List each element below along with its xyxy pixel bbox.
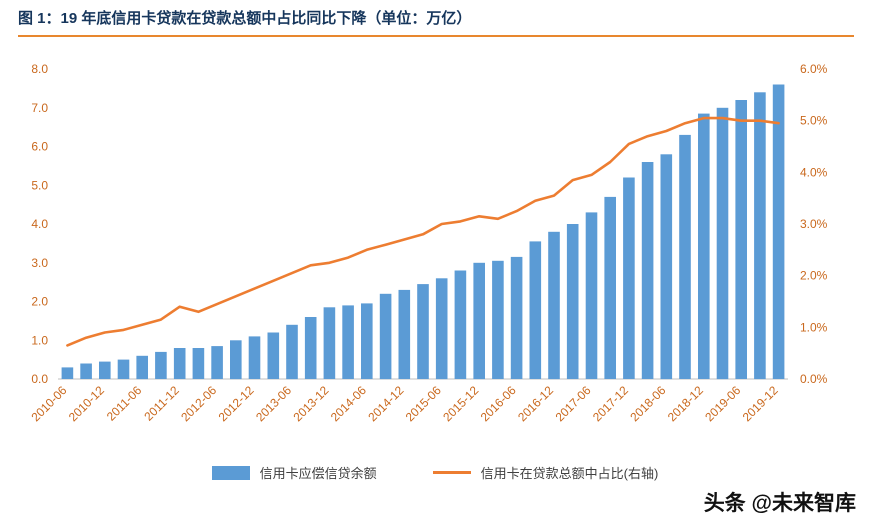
bar — [155, 351, 167, 379]
x-axis-tick: 2018-12 — [665, 383, 706, 424]
legend-item-balance: 信用卡应偿信贷余额 — [211, 463, 377, 482]
bar — [754, 92, 766, 380]
bar — [230, 340, 242, 380]
legend-item-ratio: 信用卡在贷款总额中占比(右轴) — [432, 463, 659, 482]
bar — [323, 307, 336, 379]
x-axis-tick: 2014-12 — [365, 383, 406, 424]
bar — [698, 113, 710, 379]
bar — [173, 348, 186, 379]
bar — [248, 336, 261, 379]
bar — [716, 107, 729, 380]
bar — [99, 361, 111, 379]
left-axis-tick: 6.0 — [31, 140, 48, 154]
bar — [417, 284, 429, 379]
bar — [286, 324, 298, 380]
x-axis-tick: 2018-06 — [627, 383, 668, 424]
bar — [566, 224, 579, 379]
x-axis-tick: 2011-12 — [141, 383, 182, 424]
left-axis-tick: 8.0 — [31, 62, 48, 76]
bar — [492, 260, 504, 379]
x-axis-tick: 2015-12 — [440, 383, 481, 424]
bar — [435, 278, 448, 380]
bar — [304, 317, 317, 379]
bar — [660, 154, 673, 380]
line-series-swatch — [432, 471, 471, 474]
bar — [473, 262, 485, 380]
right-axis-tick: 6.0% — [800, 62, 828, 76]
left-axis-tick: 3.0 — [31, 256, 48, 270]
bar — [398, 289, 411, 379]
x-axis-tick: 2017-12 — [590, 383, 631, 424]
left-axis-tick: 0.0 — [31, 372, 48, 386]
bar — [211, 346, 223, 379]
chart-legend: 信用卡应偿信贷余额 信用卡在贷款总额中占比(右轴) — [0, 463, 870, 482]
bar — [117, 359, 130, 379]
combo-chart: 0.0 1.0 2.0 3.0 4.0 5.0 6.0 7.0 8.0 0.0% 1.0% 2.0% 3… — [28, 62, 828, 424]
bar — [510, 256, 523, 379]
bar — [379, 293, 392, 380]
bar — [61, 367, 74, 379]
ratio-line — [66, 116, 780, 347]
bar — [342, 305, 354, 379]
left-axis-tick: 1.0 — [31, 333, 48, 347]
right-axis-tick: 2.0% — [800, 269, 828, 283]
x-axis-tick: 2014-06 — [328, 383, 369, 424]
bar — [192, 348, 205, 379]
x-axis-tick: 2016-06 — [478, 383, 519, 424]
right-axis-tick: 1.0% — [800, 320, 828, 334]
bar — [548, 231, 560, 380]
left-axis-tick: 5.0 — [31, 178, 48, 192]
legend-label-balance: 信用卡应偿信贷余额 — [259, 466, 377, 481]
x-axis-tick: 2015-06 — [403, 383, 444, 424]
x-axis-tick: 2016-12 — [515, 383, 556, 424]
bar — [679, 134, 691, 379]
chart-title: 图 1：19 年底信用卡贷款在贷款总额中占比同比下降（单位：万亿） — [18, 10, 472, 27]
x-axis-tick: 2010-06 — [28, 383, 69, 424]
bar — [529, 241, 542, 379]
bar — [735, 100, 747, 379]
x-axis-tick: 2013-12 — [290, 383, 331, 424]
title-divider — [18, 35, 854, 37]
x-axis-tick: 2012-12 — [216, 383, 257, 424]
x-axis-tick: 2012-06 — [178, 383, 219, 424]
bar — [80, 363, 92, 379]
x-axis-tick: 2013-06 — [253, 383, 294, 424]
left-axis-tick: 7.0 — [31, 101, 48, 115]
x-axis-tick: 2019-12 — [740, 383, 781, 424]
legend-label-ratio: 信用卡在贷款总额中占比(右轴) — [480, 466, 659, 481]
bar — [585, 212, 598, 379]
bar — [136, 355, 148, 380]
x-axis-tick: 2017-06 — [553, 383, 594, 424]
x-axis-tick: 2010-12 — [66, 383, 107, 424]
bar — [604, 196, 616, 379]
bar — [641, 162, 654, 379]
bar-series-swatch — [211, 465, 250, 480]
right-axis-tick: 4.0% — [800, 165, 828, 179]
watermark: 头条 @未来智库 — [703, 492, 856, 515]
x-axis-tick: 2019-06 — [702, 383, 743, 424]
right-axis-tick: 5.0% — [800, 114, 828, 128]
left-axis-tick: 2.0 — [31, 295, 48, 309]
bar — [772, 84, 785, 379]
bar — [454, 270, 467, 379]
left-axis-tick: 4.0 — [31, 217, 48, 231]
bar — [623, 177, 635, 379]
bar — [267, 332, 280, 379]
bar — [361, 303, 373, 379]
x-axis-tick: 2011-06 — [104, 383, 145, 424]
right-axis-tick: 3.0% — [800, 217, 828, 231]
right-axis-tick: 0.0% — [800, 372, 828, 386]
figure-header: 图 1：19 年底信用卡贷款在贷款总额中占比同比下降（单位：万亿） — [0, 0, 870, 28]
